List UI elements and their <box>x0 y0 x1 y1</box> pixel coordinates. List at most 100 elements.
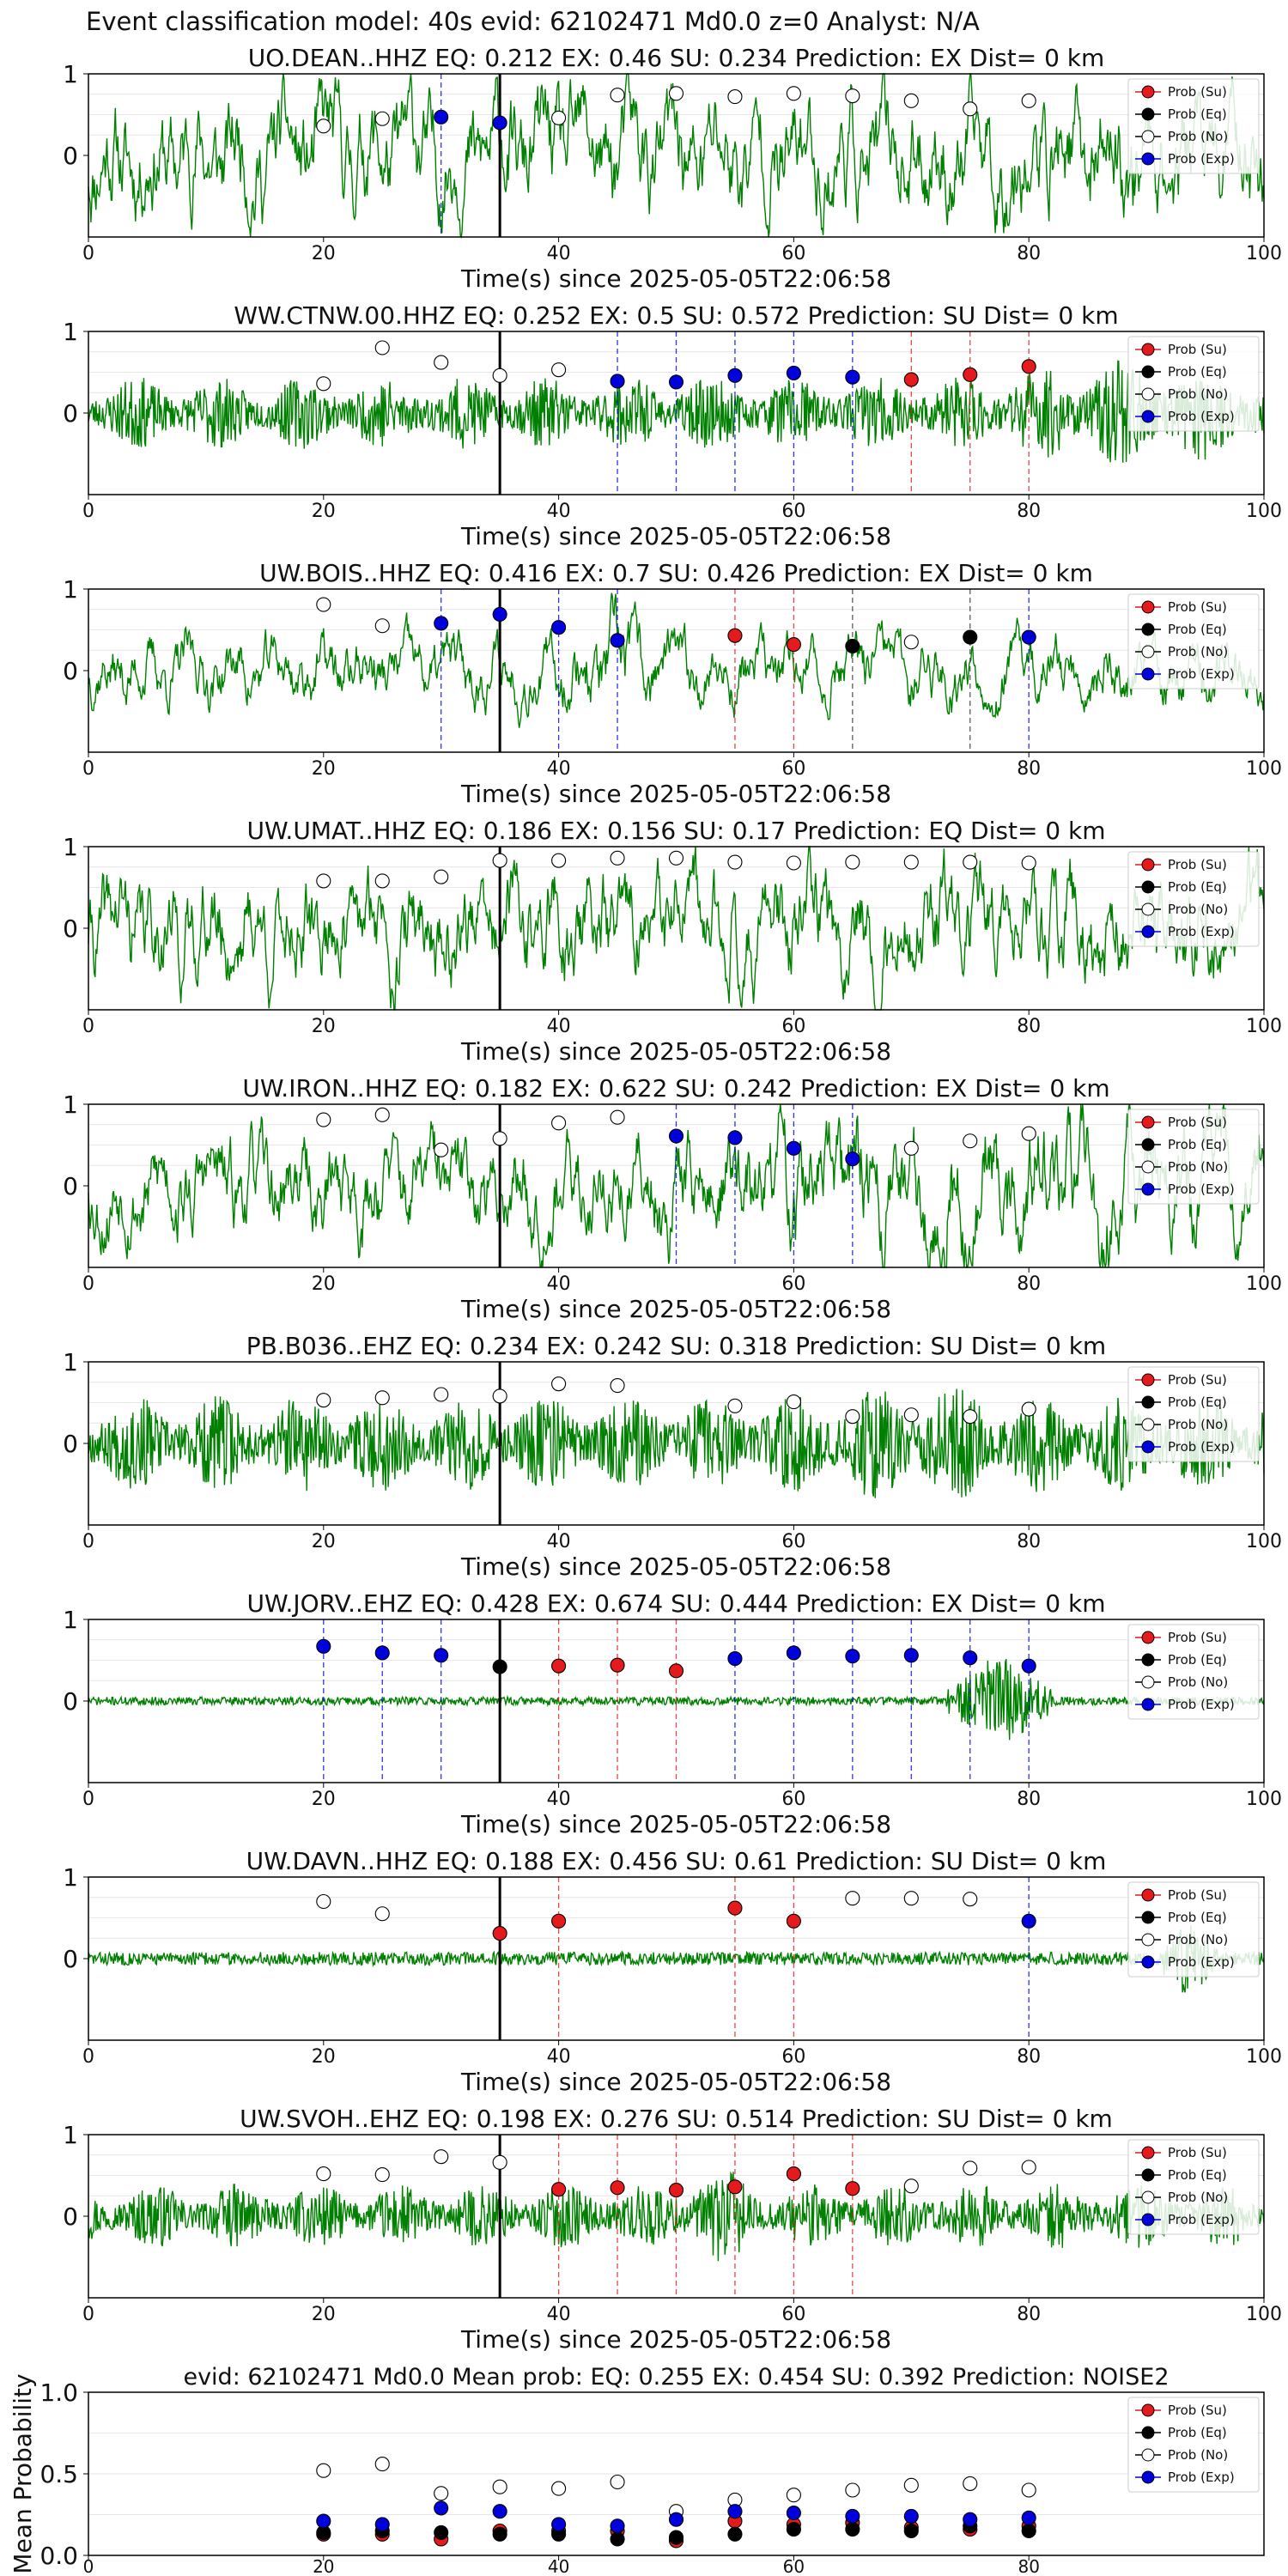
x-axis-label: Time(s) since 2025-05-05T22:06:58 <box>460 2325 891 2354</box>
prob-point-su <box>668 1663 684 1679</box>
prob-point-exp <box>786 1140 801 1156</box>
legend-label: Prob (Eq) <box>1168 364 1227 380</box>
prob-point-no <box>551 1115 567 1131</box>
mean-point-exp <box>903 2508 919 2524</box>
prob-point-no <box>963 1892 978 1907</box>
legend-label: Prob (Su) <box>1168 1630 1227 1645</box>
legend-label: Prob (Su) <box>1168 2145 1227 2160</box>
prob-point-exp <box>1021 629 1036 645</box>
prob-point-eq <box>492 1659 507 1674</box>
x-tick-label: 80 <box>1017 2304 1041 2325</box>
legend-marker <box>1141 152 1155 166</box>
prob-point-exp <box>845 369 860 385</box>
x-tick-label: 100 <box>1246 2304 1282 2325</box>
prob-point-exp <box>845 1649 860 1664</box>
legend-label: Prob (Exp) <box>1168 151 1235 167</box>
prob-point-exp <box>845 1151 860 1167</box>
legend-label: Prob (Exp) <box>1168 409 1235 424</box>
y-tick-label: 0 <box>63 2202 78 2231</box>
x-tick-label: 100 <box>1246 2046 1282 2068</box>
x-tick-label: 60 <box>781 2304 805 2325</box>
legend-marker <box>1141 1955 1155 1969</box>
legend-marker <box>1141 1395 1155 1409</box>
prob-point-no <box>963 854 978 870</box>
axes-frame <box>88 588 1265 753</box>
x-tick-label: 40 <box>547 1016 571 1037</box>
x-tick-label: 40 <box>547 2046 571 2068</box>
legend-marker <box>1141 2426 1155 2439</box>
x-tick-label: 60 <box>781 1789 805 1810</box>
x-tick-label: 20 <box>313 2556 334 2576</box>
prob-point-no <box>786 86 801 101</box>
legend-label: Prob (Eq) <box>1168 1910 1227 1925</box>
legend-label: Prob (Eq) <box>1168 2167 1227 2183</box>
legend-marker <box>1141 130 1155 143</box>
prob-point-exp <box>903 1648 919 1663</box>
prob-point-su <box>903 372 919 387</box>
legend-label: Prob (Exp) <box>1168 2470 1235 2485</box>
prob-point-no <box>610 850 625 866</box>
mean-point-no <box>492 2479 507 2494</box>
prob-point-no <box>1021 1401 1036 1417</box>
panel-title: UW.DAVN..HHZ EQ: 0.188 EX: 0.456 SU: 0.6… <box>246 1847 1107 1875</box>
legend-marker <box>1141 2403 1155 2417</box>
prob-point-no <box>727 89 743 105</box>
prob-point-no <box>492 368 507 383</box>
prob-point-exp <box>434 109 449 125</box>
mean-point-eq <box>492 2526 507 2542</box>
y-tick-label: 1 <box>63 1091 78 1119</box>
prob-point-su <box>1021 359 1036 374</box>
y-tick-label: 0 <box>63 914 78 943</box>
x-tick-label: 80 <box>1017 1016 1041 1037</box>
prob-point-exp <box>1021 1913 1036 1929</box>
x-tick-label: 80 <box>1017 1531 1041 1552</box>
legend-label: Prob (Exp) <box>1168 666 1235 682</box>
x-tick-label: 20 <box>312 1531 336 1552</box>
legend-box <box>1127 1624 1260 1720</box>
x-tick-label: 100 <box>1246 1789 1282 1810</box>
prob-point-no <box>903 1407 919 1423</box>
prob-point-su <box>551 1913 567 1929</box>
waveform-trace <box>88 592 1265 728</box>
x-tick-label: 60 <box>781 243 805 264</box>
mean-point-no <box>1021 2482 1036 2498</box>
prob-point-no <box>1021 2160 1036 2175</box>
legend-marker <box>1141 600 1155 614</box>
mean-point-no <box>316 2463 331 2478</box>
x-tick-label: 20 <box>312 2046 336 2068</box>
legend-box <box>1127 1881 1260 1978</box>
y-tick-label: 1 <box>63 1863 78 1892</box>
prob-point-su <box>727 1900 743 1916</box>
legend-label: Prob (Eq) <box>1168 106 1227 122</box>
panel-title: PB.B036..EHZ EQ: 0.234 EX: 0.242 SU: 0.3… <box>246 1332 1106 1360</box>
prob-point-no <box>551 853 567 868</box>
prob-point-no <box>374 1390 390 1406</box>
legend-marker <box>1141 880 1155 894</box>
prob-point-no <box>374 1107 390 1122</box>
prob-point-exp <box>727 1651 743 1667</box>
x-tick-label: 0 <box>82 1273 94 1295</box>
prob-point-no <box>551 1376 567 1392</box>
y-tick-label: 0 <box>63 142 78 170</box>
legend-marker <box>1141 107 1155 121</box>
station-panel-2: UW.BOIS..HHZ EQ: 0.416 EX: 0.7 SU: 0.426… <box>63 559 1282 808</box>
prob-point-no <box>668 850 684 866</box>
mean-point-no <box>374 2457 390 2472</box>
x-tick-label: 80 <box>1017 1789 1041 1810</box>
x-tick-label: 20 <box>312 501 336 522</box>
prob-point-no <box>316 2166 331 2182</box>
prob-point-no <box>492 853 507 868</box>
legend-marker <box>1141 1160 1155 1174</box>
prob-point-su <box>786 2166 801 2182</box>
prob-point-su <box>551 2182 567 2197</box>
panel-title: WW.CTNW.00.HHZ EQ: 0.252 EX: 0.5 SU: 0.5… <box>234 301 1118 330</box>
prob-point-su <box>551 1658 567 1674</box>
x-tick-label: 0 <box>82 1531 94 1552</box>
x-tick-label: 40 <box>547 2304 571 2325</box>
x-axis-label: Time(s) since 2025-05-05T22:06:58 <box>460 780 891 808</box>
prob-point-exp <box>492 606 507 623</box>
prob-point-no <box>316 873 331 889</box>
mean-point-eq <box>903 2523 919 2539</box>
x-tick-label: 0 <box>82 1789 94 1810</box>
